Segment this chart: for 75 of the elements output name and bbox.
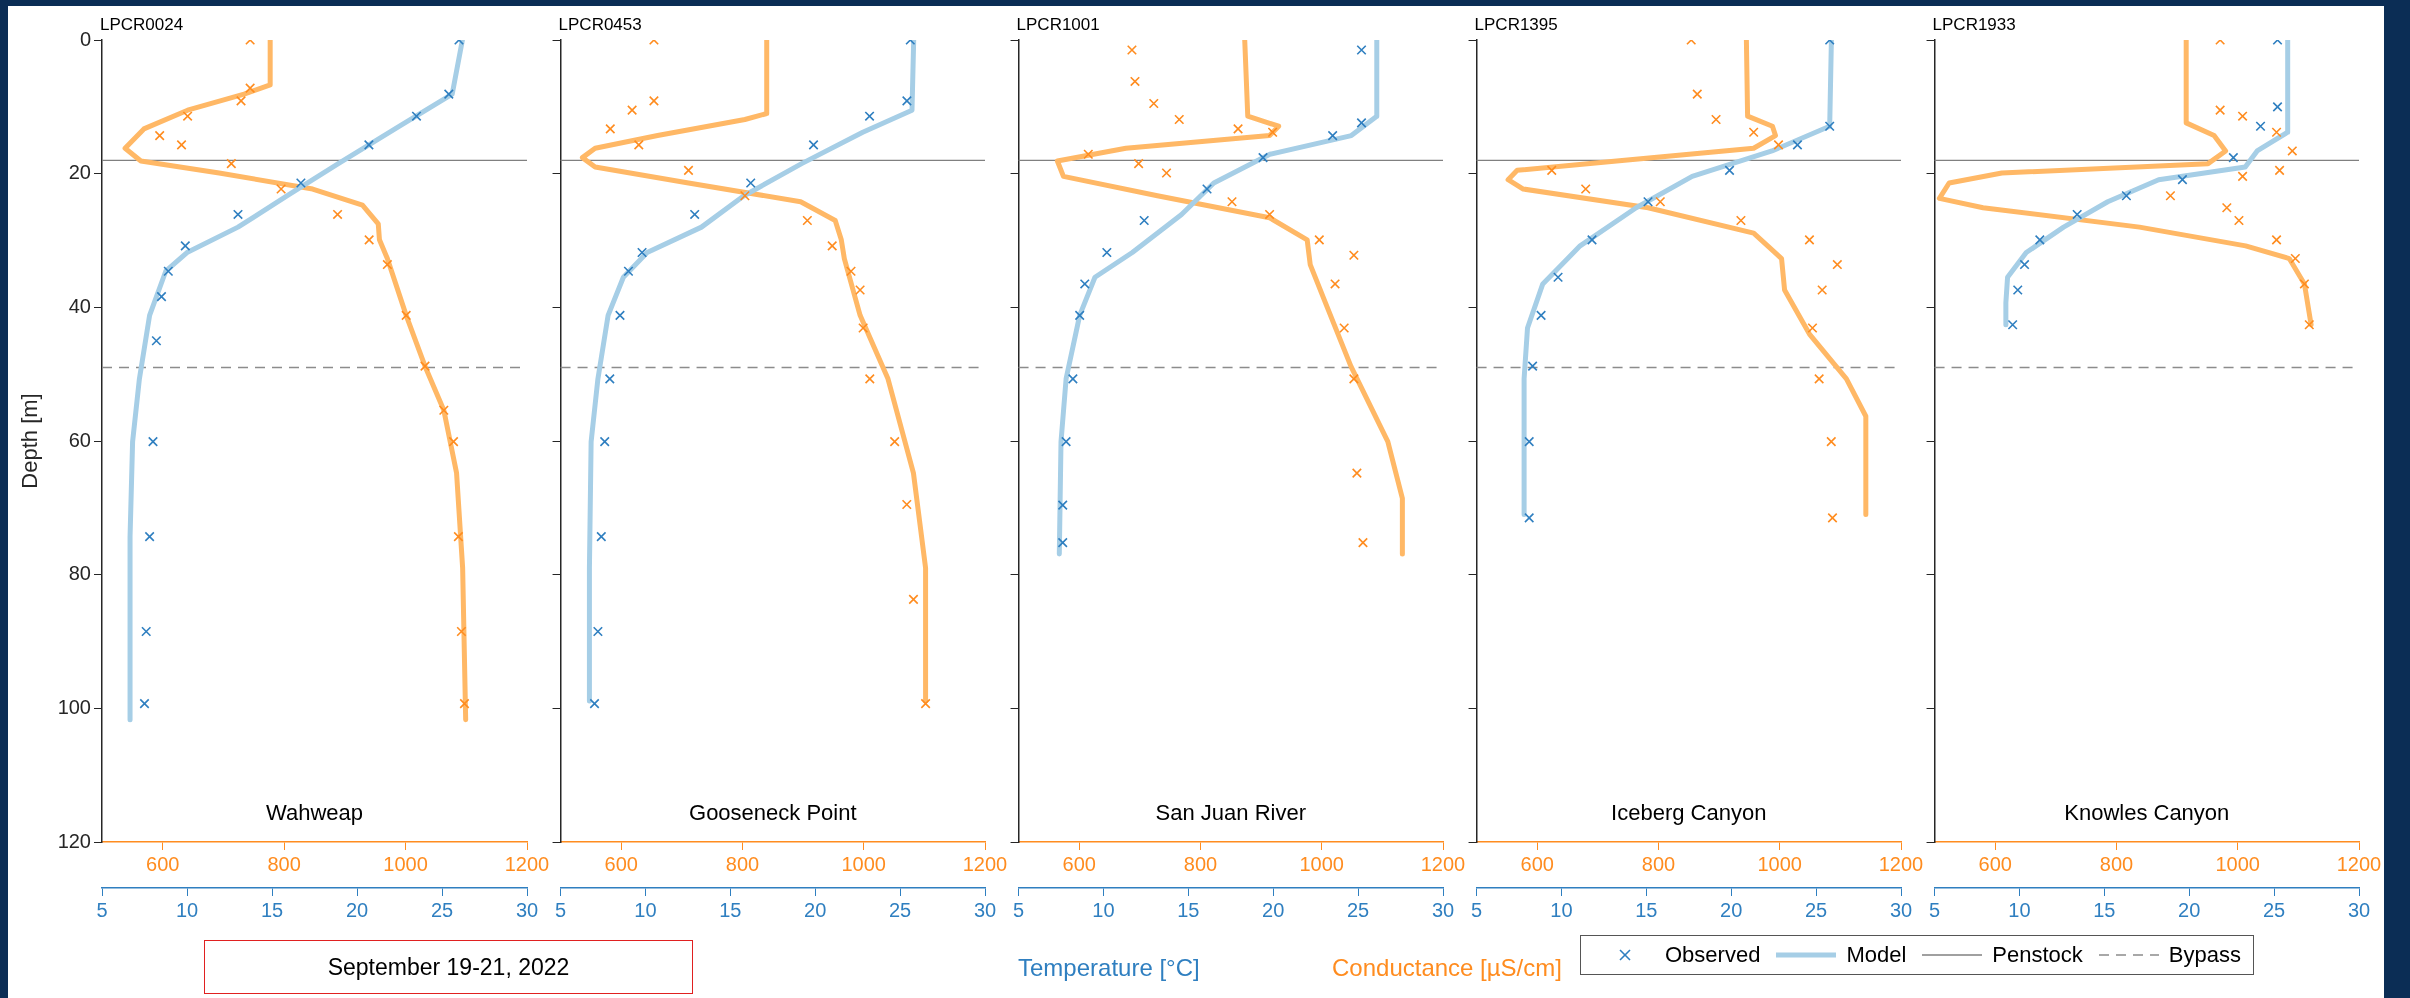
x-tick-label: 30 [515,898,539,921]
x-tick-label: 10 [1550,898,1573,921]
x-tick-label: 20 [2178,898,2201,921]
text: September 19-21, 2022 [204,940,693,994]
x2-tick-label: 1200 [1420,852,1466,875]
x-tick-label: 25 [1346,898,1370,921]
y-axis-title: Depth [m] [17,393,43,489]
x2-tick-label: 800 [267,852,301,875]
x2-tick-label: 1200 [962,852,1008,875]
x2-tick-label: 800 [1641,852,1676,875]
legend-label: Penstock [1992,942,2083,968]
x-tick-label: 20 [345,898,369,921]
x-tick-label: 30 [1431,898,1455,921]
x2-tick-label: 1200 [2336,852,2382,875]
chart-title: LPCR1001 [1016,15,1100,34]
x-tick-label: 15 [260,898,284,921]
x-tick-label: 10 [2008,898,2031,921]
x2-tick-label: 600 [1978,852,2012,875]
x-tick-label: 10 [634,898,657,921]
y-tick-label: 80 [68,562,91,585]
x-tick-label: 15 [2093,898,2116,921]
x2-tick-label: 800 [725,852,760,875]
y-tick-label: 20 [68,161,91,184]
x-axis-title: Temperature [°C] [1018,954,1200,982]
x-tick-label: 30 [2347,898,2371,921]
x-tick-label: 5 [1013,898,1025,921]
x-tick-label: 5 [96,898,108,921]
legend-label: Bypass [2168,942,2241,968]
x2-tick-label: 1000 [383,852,428,875]
x-tick-label: 20 [1262,898,1285,921]
x-tick-label: 10 [1092,898,1115,921]
text: Iceberg Canyon [1611,800,1767,826]
x2-tick-label: 1000 [1757,852,1802,875]
x2-tick-label: 800 [2099,852,2134,875]
x2-tick-label: 600 [146,852,180,875]
x-tick-label: 15 [719,898,742,921]
x2-tick-label: 600 [1062,852,1096,875]
x2-tick-label: 600 [604,852,638,875]
text: Gooseneck Point [689,800,857,826]
x2-tick-label: 600 [1520,852,1554,875]
x-tick-label: 25 [430,898,454,921]
chart-title: LPCR1395 [1474,15,1558,34]
text: San Juan River [1155,800,1306,826]
x2-tick-label: 800 [1183,852,1218,875]
x-tick-label: 10 [175,898,199,921]
chart-title: LPCR0024 [100,15,184,34]
x-tick-label: 20 [1720,898,1743,921]
chart-title: LPCR0453 [558,15,642,34]
x-tick-label: 5 [1471,898,1483,921]
x-tick-label: 5 [555,898,567,921]
x-tick-label: 30 [973,898,997,921]
x-tick-label: 30 [1889,898,1913,921]
text: Wahweap [265,800,364,826]
y-tick-label: 0 [79,27,91,50]
y-tick-label: 100 [57,695,91,718]
x2-tick-label: 1200 [1878,852,1924,875]
x2-axis-title: Conductance [µS/cm] [1332,954,1562,982]
x2-tick-label: 1000 [841,852,886,875]
y-tick-label: 40 [68,294,91,317]
x-tick-label: 25 [1804,898,1828,921]
legend-label: Model [1846,942,1907,968]
text: Knowles Canyon [2064,800,2230,826]
x2-tick-label: 1000 [1299,852,1344,875]
x-tick-label: 25 [2262,898,2286,921]
x2-tick-label: 1000 [2215,852,2260,875]
legend-label: Observed [1665,942,1761,968]
x2-tick-label: 1200 [504,852,550,875]
x-tick-label: 15 [1635,898,1658,921]
x-tick-label: 15 [1177,898,1200,921]
x-tick-label: 5 [1929,898,1941,921]
y-tick-label: 60 [68,428,91,451]
chart-title: LPCR1933 [1932,15,2016,34]
x-tick-label: 20 [804,898,827,921]
x-tick-label: 25 [888,898,912,921]
y-tick-label: 120 [57,829,91,852]
